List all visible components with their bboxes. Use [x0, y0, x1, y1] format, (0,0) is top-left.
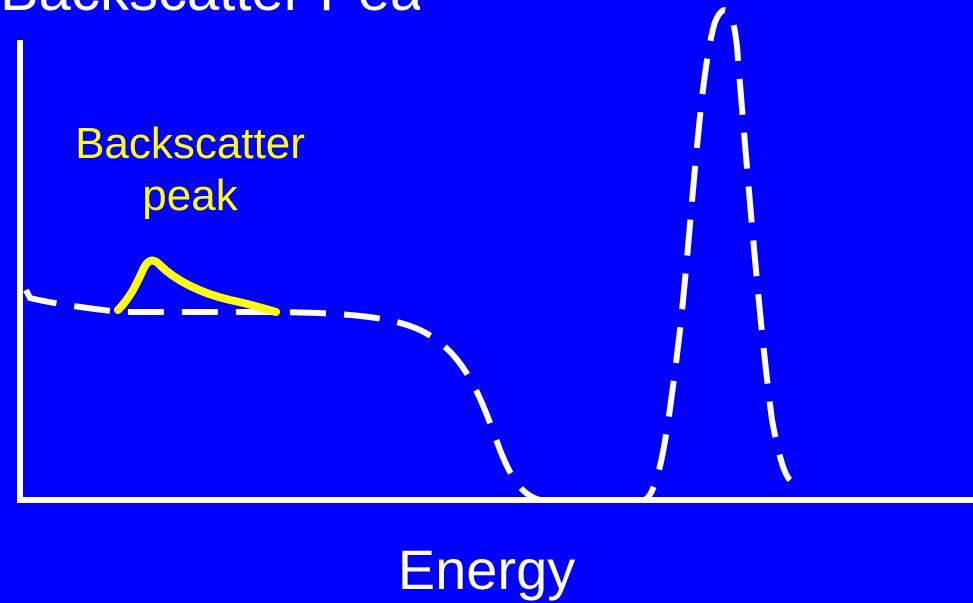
annotation-line-2: peak: [142, 171, 238, 220]
x-axis-label: Energy: [397, 538, 576, 601]
slide-title: Backscatter Peak: [0, 0, 420, 20]
annotation-line-1: Backscatter: [75, 119, 305, 168]
backscatter-annotation: Backscatter peak: [40, 118, 340, 222]
backscatter-peak-highlight: [114, 256, 280, 316]
spectrum-curve: [23, 7, 793, 503]
title-container: Backscatter Peak: [0, 0, 420, 22]
